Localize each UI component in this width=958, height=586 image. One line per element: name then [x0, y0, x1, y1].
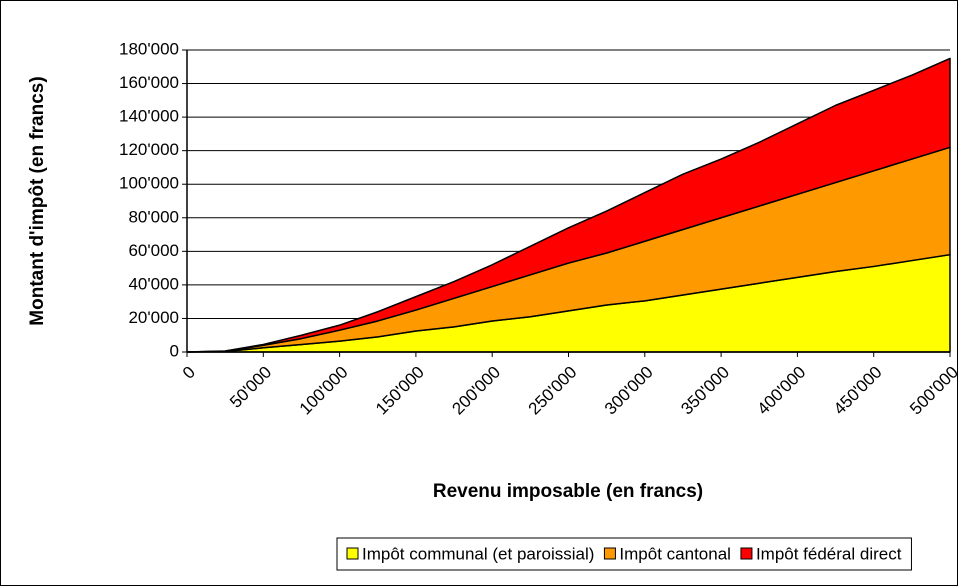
x-axis-title: Revenu imposable (en francs) — [433, 481, 703, 502]
y-tick-label: 140'000 — [119, 107, 179, 126]
y-tick-label: 40'000 — [128, 274, 179, 293]
area — [186, 57, 951, 353]
y-tick-label: 160'000 — [119, 73, 179, 92]
legend-label: Impôt communal (et paroissial) — [362, 544, 594, 563]
legend-swatch — [346, 547, 359, 560]
legend-label: Impôt fédéral direct — [756, 544, 902, 563]
y-tick-label: 120'000 — [119, 140, 179, 159]
y-tick-label: 20'000 — [128, 308, 179, 327]
legend-label: Impôt cantonal — [619, 544, 731, 563]
y-tick-label: 100'000 — [119, 174, 179, 193]
y-axis-title: Montant d'impôt (en francs) — [27, 76, 48, 325]
y-tick-label: 0 — [170, 341, 179, 360]
legend-swatch — [603, 547, 616, 560]
legend-swatch — [740, 547, 753, 560]
legend: Impôt communal (et paroissial) Impôt cant… — [336, 537, 912, 571]
y-tick-label: 180'000 — [119, 39, 179, 58]
legend-box — [336, 537, 912, 571]
y-tick-label: 60'000 — [128, 241, 179, 260]
y-tick-label: 80'000 — [128, 207, 179, 226]
